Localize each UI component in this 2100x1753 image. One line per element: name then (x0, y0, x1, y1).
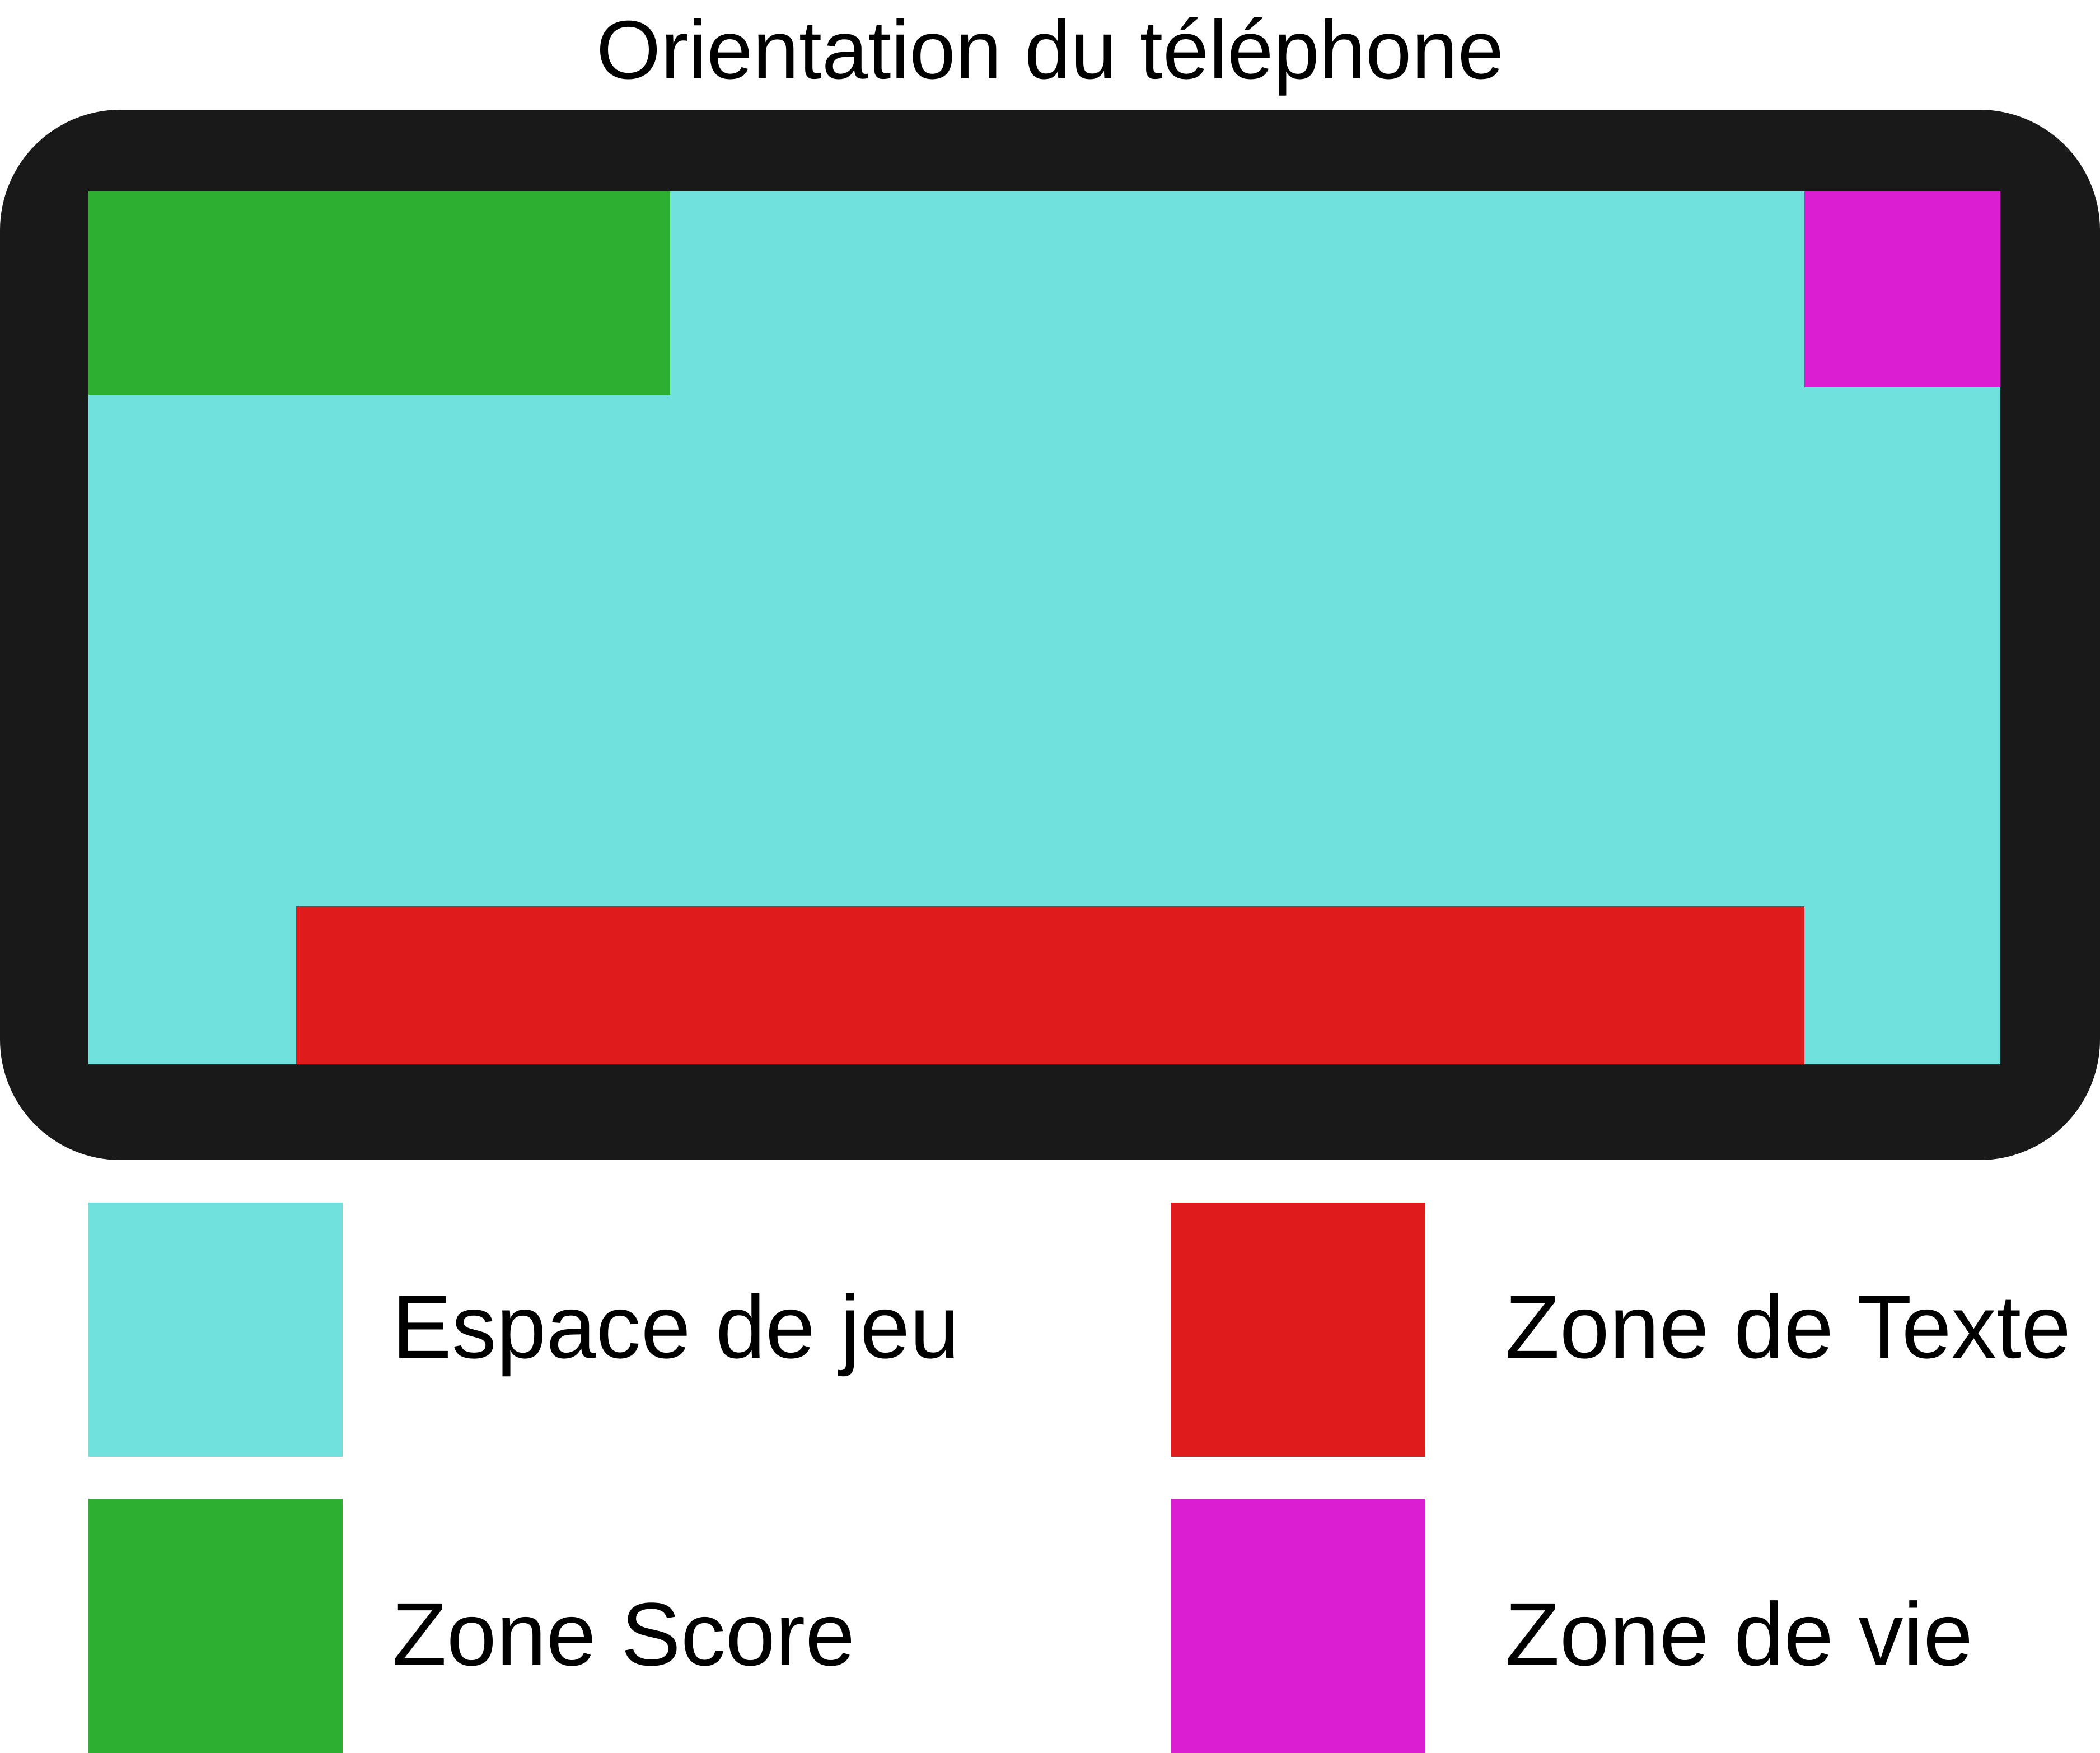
diagram-title: Orientation du téléphone (596, 4, 1504, 96)
legend-label-zone-vie: Zone de vie (1505, 1584, 1973, 1684)
legend-swatch-zone-vie (1171, 1499, 1425, 1753)
espace-de-jeu-area (88, 191, 2000, 1064)
phone-frame (0, 110, 2100, 1160)
zone-score-area (88, 191, 670, 395)
legend-swatch-zone-score (88, 1499, 343, 1753)
legend-swatch-zone-texte (1171, 1203, 1425, 1457)
legend-label-zone-score: Zone Score (392, 1584, 855, 1684)
zone-vie-area (1804, 191, 2000, 387)
legend-label-espace-de-jeu: Espace de jeu (392, 1277, 960, 1377)
zone-texte-area (296, 906, 1804, 1064)
legend-swatch-espace-de-jeu (88, 1203, 343, 1457)
legend-label-zone-texte: Zone de Texte (1505, 1277, 2071, 1377)
